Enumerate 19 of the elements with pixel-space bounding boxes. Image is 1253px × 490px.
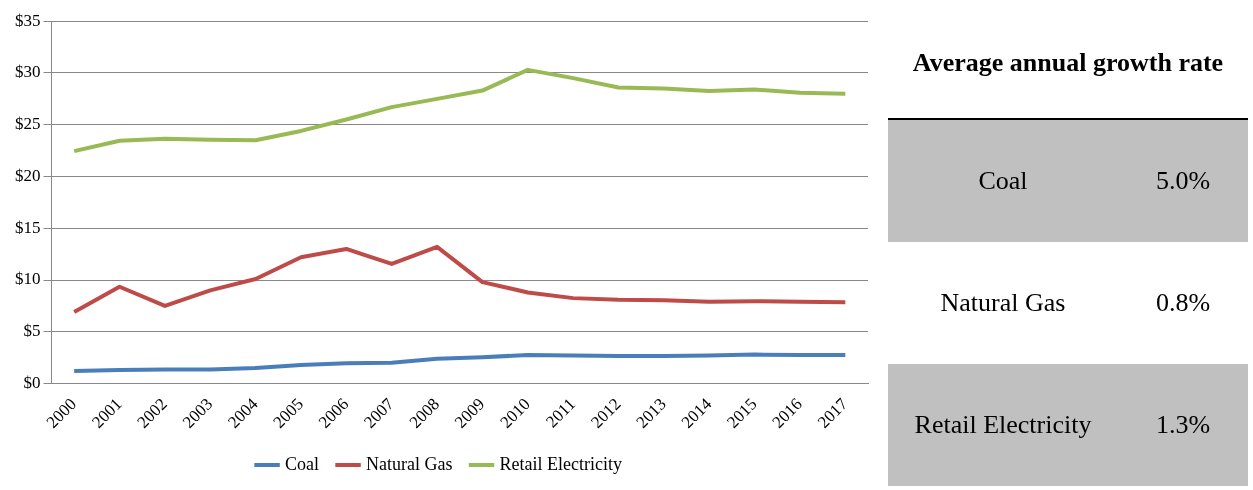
y-tick-label: $0 [23, 373, 41, 392]
text: 0.8% [1154, 288, 1212, 318]
y-tick-label: $10 [15, 269, 41, 289]
text: 1.3% [1154, 410, 1212, 440]
text: Retail Electricity [913, 410, 1093, 440]
text: 5.0% [1154, 166, 1212, 196]
text: Natural Gas [939, 288, 1067, 318]
y-tick-label: $20 [15, 165, 41, 185]
legend-label: Coal [285, 453, 320, 474]
text: Coal [977, 166, 1029, 196]
legend-label: Natural Gas [366, 453, 453, 474]
text: Average annual growth rate [888, 8, 1248, 120]
x-tick-label: 2011 [542, 394, 580, 432]
y-tick-label: $35 [15, 10, 41, 30]
legend-label: Retail Electricity [499, 453, 622, 474]
y-tick-label: $15 [15, 217, 41, 237]
y-tick-label: $30 [15, 62, 41, 82]
y-tick-label: $25 [15, 114, 41, 134]
y-tick-label: $5 [23, 321, 41, 341]
